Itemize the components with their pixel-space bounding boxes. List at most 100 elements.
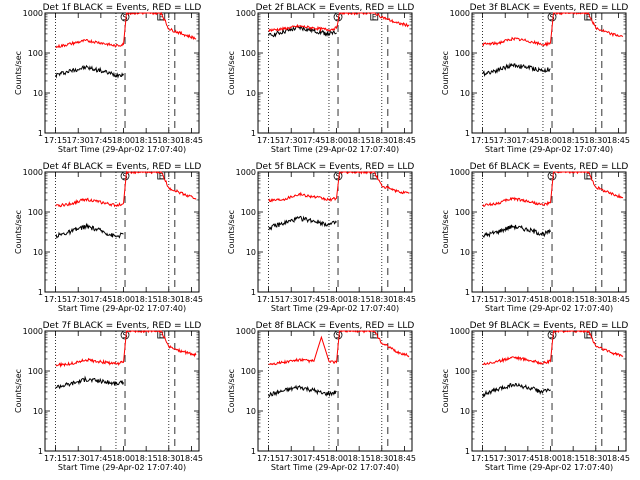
y-tick-label: 1000 [23,168,43,177]
x-tick-label: 18:30 [157,295,180,304]
x-tick-label: 18:45 [180,136,203,145]
y-tick-label: 100 [241,367,256,376]
region-marker-label: E [372,331,377,340]
x-tick-label: 18:30 [584,136,607,145]
panel: Det 8f BLACK = Events, RED = LLD 1 10 100 10… [227,321,416,472]
x-tick-label: 18:45 [393,295,416,304]
panel-title: Det 2f BLACK = Events, RED = LLD [256,3,415,13]
y-tick-label: 100 [241,49,256,58]
panel-title: Det 4f BLACK = Events, RED = LLD [43,162,202,172]
x-tick-label: 17:15 [44,454,67,463]
region-marker-label: E [586,172,591,181]
x-tick-label: 18:30 [157,136,180,145]
x-axis-label: Start Time (29-Apr-02 17:07:40) [485,304,613,313]
x-tick-label: 18:15 [348,454,371,463]
region-marker-label: E [586,331,591,340]
y-tick-label: 1 [465,447,470,456]
y-tick-label: 1000 [450,168,470,177]
x-tick-label: 17:30 [494,136,517,145]
panel: Det 6f BLACK = Events, RED = LLD 1 10 100 10… [441,162,630,313]
panel: Det 1f BLACK = Events, RED = LLD 1 10 100 10… [14,3,203,154]
panel: Det 2f BLACK = Events, RED = LLD 1 10 100 10… [227,3,416,154]
events-series-line [55,64,124,79]
start-marker-circle [120,12,130,22]
x-tick-label: 18:00 [325,454,348,463]
x-tick-label: 17:15 [44,136,67,145]
y-tick-label: 1000 [236,327,256,336]
x-tick-label: 18:15 [348,295,371,304]
y-tick-label: 1 [251,129,256,138]
plot-frame [44,12,200,134]
events-series-line [55,222,124,239]
events-series-line [55,375,124,390]
region-marker-label: S [122,13,127,22]
y-axis-label: Counts/sec [441,51,450,95]
x-tick-label: 18:15 [562,136,585,145]
y-axis-label: Counts/sec [14,369,23,413]
x-tick-label: 17:15 [471,136,494,145]
y-tick-label: 100 [455,49,470,58]
lld-series-line [268,12,410,33]
region-marker-label: E [159,172,164,181]
x-tick-label: 18:45 [393,136,416,145]
x-tick-label: 18:45 [393,454,416,463]
plot-frame [44,171,200,293]
x-tick-label: 18:45 [607,295,630,304]
x-tick-label: 18:00 [539,295,562,304]
x-tick-label: 18:45 [607,454,630,463]
y-tick-label: 1 [251,447,256,456]
x-tick-label: 17:15 [471,295,494,304]
lld-series-line [268,171,410,203]
x-tick-label: 18:00 [539,454,562,463]
x-tick-label: 18:15 [562,454,585,463]
panel: Det 9f BLACK = Events, RED = LLD 1 10 100 10… [441,321,630,472]
x-tick-label: 18:00 [112,295,135,304]
x-tick-label: 18:00 [112,136,135,145]
plot-frame [257,330,413,452]
x-tick-label: 18:30 [584,454,607,463]
x-tick-label: 18:45 [607,136,630,145]
x-axis-label: Start Time (29-Apr-02 17:07:40) [271,463,399,472]
y-tick-label: 1 [465,129,470,138]
x-axis-label: Start Time (29-Apr-02 17:07:40) [485,463,613,472]
events-series-line [482,224,551,238]
x-tick-label: 18:00 [325,295,348,304]
panel-title: Det 7f BLACK = Events, RED = LLD [43,321,202,331]
region-marker-label: E [159,13,164,22]
x-tick-label: 17:30 [67,454,90,463]
y-tick-label: 100 [455,208,470,217]
panel: Det 4f BLACK = Events, RED = LLD 1 10 100 10… [14,162,203,313]
region-marker-label: S [122,172,127,181]
plot-frame [471,330,627,452]
region-marker-label: S [549,172,554,181]
panel-title: Det 9f BLACK = Events, RED = LLD [470,321,629,331]
y-tick-label: 1 [38,129,43,138]
y-tick-label: 1000 [450,327,470,336]
x-tick-label: 17:15 [257,295,280,304]
x-tick-label: 17:30 [67,136,90,145]
start-marker-circle [333,330,343,340]
x-tick-label: 17:45 [89,295,112,304]
y-tick-label: 10 [246,407,256,416]
region-marker-label: S [122,331,127,340]
y-tick-label: 100 [455,367,470,376]
lld-series-line [482,171,624,208]
events-series-line [268,215,337,231]
x-tick-label: 17:30 [280,136,303,145]
y-tick-label: 100 [28,367,43,376]
y-tick-label: 1 [38,288,43,297]
y-tick-label: 100 [28,49,43,58]
y-tick-label: 10 [33,248,43,257]
x-tick-label: 17:15 [44,295,67,304]
lld-series-line [55,11,197,49]
y-tick-label: 10 [33,407,43,416]
x-tick-label: 17:15 [257,454,280,463]
x-tick-label: 18:15 [135,136,158,145]
events-series-line [482,62,551,77]
y-tick-label: 1000 [23,9,43,18]
x-tick-label: 18:30 [370,295,393,304]
y-tick-label: 10 [460,407,470,416]
y-tick-label: 100 [28,208,43,217]
events-series-line [482,382,551,398]
y-tick-label: 10 [246,248,256,257]
